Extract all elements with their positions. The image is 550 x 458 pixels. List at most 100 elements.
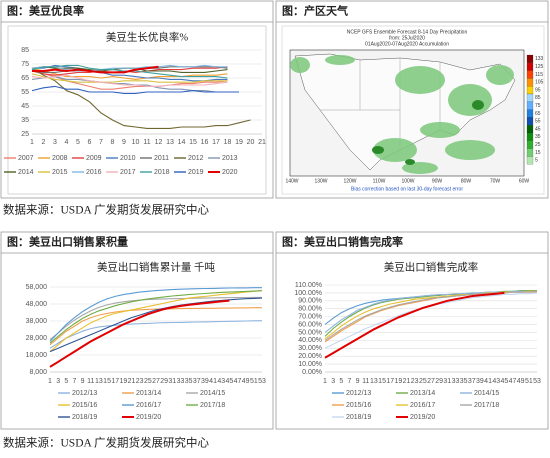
longitude-label: 90W: [432, 178, 443, 184]
panel-frames: [0, 0, 549, 430]
colorbar-label: 85: [535, 95, 541, 101]
y-tick-label: 55: [21, 89, 29, 96]
y-tick-label: 30.00%: [298, 345, 322, 352]
x-tick-label: 11: [143, 139, 150, 146]
x-tick-label: 13: [166, 139, 174, 146]
legend-label: 2017/18: [200, 402, 225, 409]
x-tick-label: 12: [155, 139, 163, 146]
longitude-label: 60W: [519, 178, 530, 184]
colorbar-label: 125: [535, 64, 544, 70]
legend-label: 2018/19: [346, 414, 371, 421]
legend-label: 2017/18: [474, 402, 499, 409]
x-tick-label: 39: [201, 378, 209, 385]
legend-label: 2019/20: [136, 414, 161, 421]
x-tick-label: 29: [435, 378, 443, 385]
colorbar-label: 55: [535, 119, 541, 125]
legend-label: 2017: [120, 169, 136, 176]
y-tick-label: 110.00%: [295, 282, 322, 289]
x-tick-label: 41: [484, 378, 492, 385]
series-line: [31, 73, 228, 83]
legend-label: 2012/13: [72, 390, 97, 397]
x-tick-label: 49: [242, 378, 250, 385]
x-tick-label: 3: [56, 378, 60, 385]
x-tick-label: 45: [225, 378, 233, 385]
x-tick-label: 5: [76, 139, 80, 146]
x-tick-label: 49: [517, 378, 525, 385]
series-line: [49, 289, 263, 353]
colorbar-cell: [526, 93, 534, 102]
longitude-label: 120W: [343, 178, 356, 184]
x-tick-label: 33: [452, 378, 460, 385]
legend-label: 2013: [222, 155, 238, 162]
longitude-label: 70W: [490, 178, 501, 184]
series-line: [31, 67, 251, 129]
y-tick-label: 65: [21, 75, 29, 82]
legend-label: 2010: [120, 155, 136, 162]
series-line: [324, 291, 505, 359]
panel-frame: [0, 231, 274, 430]
x-tick-label: 25: [144, 378, 152, 385]
x-tick-label: 37: [193, 378, 201, 385]
precip-area: [402, 162, 438, 174]
y-tick-label: 20.00%: [298, 353, 322, 360]
legend-label: 2009: [86, 155, 102, 162]
series-line: [32, 64, 228, 82]
y-tick-label: 45: [21, 103, 29, 110]
colorbar-cell: [526, 54, 534, 63]
precip-area: [420, 122, 460, 138]
panel-header: 图：美豆优良率: [7, 4, 84, 18]
y-tick-label: 28,000: [26, 335, 48, 342]
x-tick-label: 1: [323, 378, 327, 385]
colorbar-cell: [526, 140, 534, 149]
land-outline: [294, 53, 516, 171]
map-title: from: 25Jul2020: [389, 35, 425, 41]
panel-frame: [275, 231, 549, 430]
x-tick-label: 19: [235, 139, 243, 146]
x-tick-label: 43: [492, 378, 500, 385]
y-tick-label: 38,000: [26, 318, 48, 325]
precip-area: [405, 159, 415, 165]
legend-label: 2014: [18, 169, 34, 176]
colorbar-cell: [526, 78, 534, 87]
legend-label: 2014/15: [200, 390, 225, 397]
x-tick-label: 27: [152, 378, 160, 385]
colorbar-label: 105: [535, 80, 544, 86]
x-tick-label: 2: [42, 139, 46, 146]
colorbar-label: 65: [535, 111, 541, 117]
colorbar-cell: [526, 101, 534, 110]
longitude-label: 110W: [373, 178, 386, 184]
y-tick-label: 18,000: [26, 352, 48, 359]
legend-label: 2015/16: [346, 402, 371, 409]
colorbar-label: 133: [535, 56, 544, 62]
x-tick-label: 41: [209, 378, 217, 385]
map-title: 01Aug2020-07Aug2020 Accumulation: [365, 41, 449, 47]
x-tick-label: 3: [331, 378, 335, 385]
x-tick-label: 23: [136, 378, 144, 385]
x-tick-label: 47: [509, 378, 517, 385]
series-line: [49, 290, 263, 344]
x-tick-label: 53: [258, 378, 266, 385]
longitude-label: 80W: [461, 178, 472, 184]
x-tick-label: 39: [476, 378, 484, 385]
longitude-label: 140W: [285, 178, 298, 184]
legend-label: 2018/19: [72, 414, 97, 421]
x-tick-label: 15: [103, 378, 111, 385]
y-tick-label: 8,000: [29, 369, 47, 376]
precip-area: [472, 100, 484, 110]
x-tick-label: 20: [247, 139, 255, 146]
colorbar-label: 45: [535, 126, 541, 132]
x-tick-label: 9: [81, 378, 85, 385]
legend-label: 2016/17: [136, 402, 161, 409]
precip-area: [445, 140, 495, 160]
colorbar-cell: [526, 156, 534, 165]
x-tick-label: 11: [362, 378, 369, 385]
legend-label: 2019/20: [410, 414, 435, 421]
y-tick-label: 90.00%: [298, 298, 322, 305]
legend-label: 2016: [86, 169, 102, 176]
colorbar-cell: [526, 70, 534, 79]
precip-area: [372, 146, 384, 154]
y-tick-label: 70.00%: [298, 313, 322, 320]
x-tick-label: 9: [122, 139, 126, 146]
